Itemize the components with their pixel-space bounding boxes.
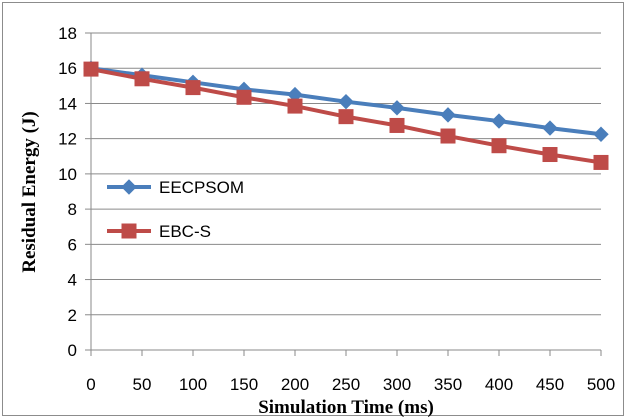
y-tick-labels: 0 2 4 6 8 10 12 14 16 18: [58, 24, 77, 360]
legend-item: EBC-S: [107, 222, 211, 241]
legend-label: EBC-S: [159, 222, 211, 241]
series-lines: [83, 60, 609, 170]
y-tick-label: 8: [68, 200, 77, 219]
data-point: [542, 120, 558, 136]
data-point: [83, 61, 99, 77]
x-tick-label: 450: [536, 375, 564, 394]
chart-frame: 0 2 4 6 8 10 12 14 16 18 0 50 100 150 200 250 300 350 400…: [2, 2, 624, 417]
y-tick-label: 18: [58, 24, 77, 43]
y-tick-label: 12: [58, 130, 77, 149]
x-tick-label: 500: [587, 375, 615, 394]
data-point: [542, 147, 558, 163]
y-tick-label: 6: [68, 235, 77, 254]
x-tick-label: 400: [485, 375, 513, 394]
legend-item: EECPSOM: [107, 178, 244, 197]
data-point: [593, 126, 609, 142]
x-tick-label: 0: [86, 375, 95, 394]
x-tick-label: 50: [133, 375, 152, 394]
x-tick-label: 200: [281, 375, 309, 394]
data-point: [338, 109, 354, 125]
y-tick-label: 16: [58, 59, 77, 78]
series-ebc-s: [83, 61, 609, 170]
data-point: [491, 113, 507, 129]
data-point: [440, 128, 456, 144]
data-point: [338, 93, 354, 110]
data-point: [389, 117, 405, 133]
data-point: [440, 107, 456, 123]
data-point: [185, 80, 201, 96]
y-tick-label: 0: [68, 341, 77, 360]
y-axis-title: Residual Energy (J): [19, 111, 40, 273]
line-chart: 0 2 4 6 8 10 12 14 16 18 0 50 100 150 200 250 300 350 400…: [19, 24, 615, 417]
axes: [85, 32, 602, 356]
data-point: [287, 98, 303, 114]
y-tick-label: 10: [58, 165, 77, 184]
data-point: [236, 89, 252, 105]
legend: EECPSOM EBC-S: [107, 178, 244, 241]
x-tick-label: 350: [434, 375, 462, 394]
x-tick-label: 100: [179, 375, 207, 394]
x-axis-title: Simulation Time (ms): [258, 397, 434, 417]
data-point: [491, 138, 507, 154]
gridlines: [91, 32, 601, 316]
y-tick-label: 14: [58, 94, 77, 113]
series-eecpsom: [83, 60, 609, 142]
legend-label: EECPSOM: [159, 178, 244, 197]
data-point: [134, 71, 150, 87]
y-tick-label: 2: [68, 306, 77, 325]
x-tick-labels: 0 50 100 150 200 250 300 350 400 450 500: [86, 375, 615, 394]
legend-marker: [121, 179, 137, 195]
x-tick-label: 300: [383, 375, 411, 394]
data-point: [593, 154, 609, 170]
y-tick-label: 4: [68, 271, 77, 290]
x-tick-label: 150: [230, 375, 258, 394]
legend-marker: [121, 223, 137, 239]
data-point: [389, 100, 405, 116]
x-tick-label: 250: [332, 375, 360, 394]
